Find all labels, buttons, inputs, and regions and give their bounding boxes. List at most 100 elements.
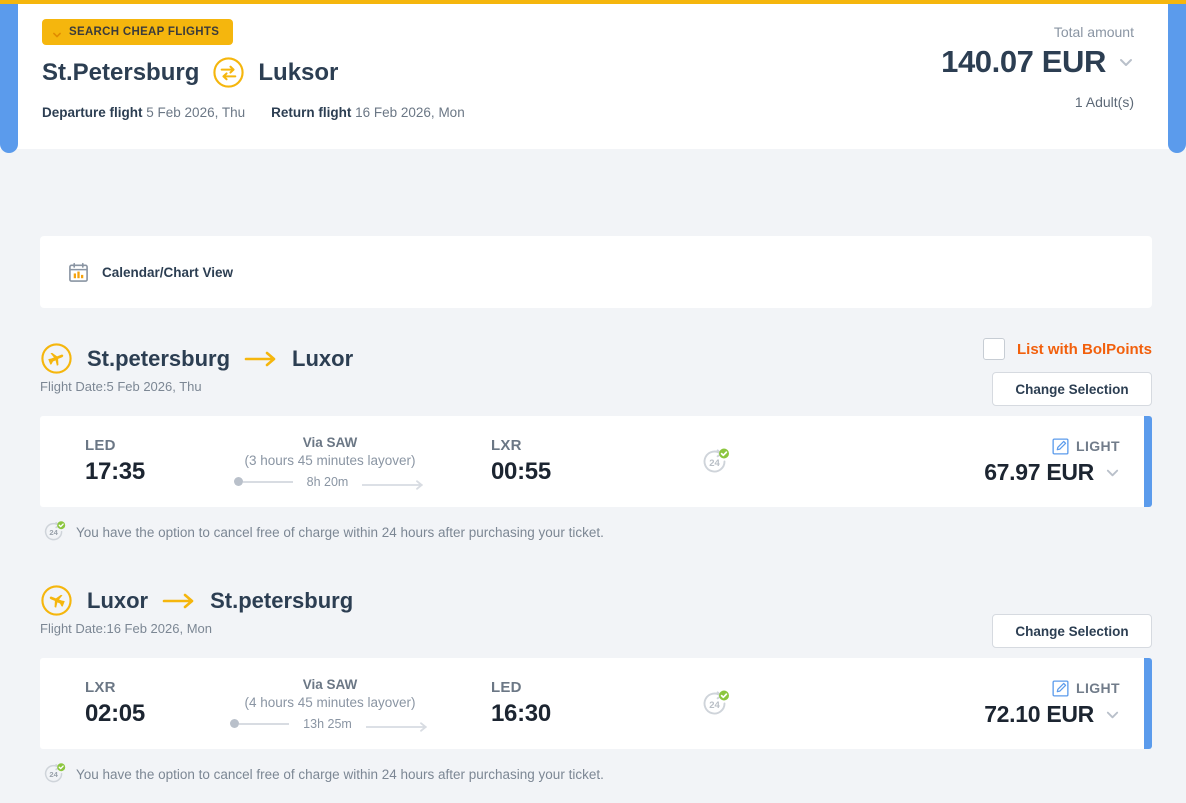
origin-dot-icon: [233, 477, 243, 486]
return-arrival-col: LED 16:30: [485, 679, 620, 728]
right-edge-rail: [1168, 4, 1186, 153]
total-amount-row[interactable]: 140.07 EUR: [941, 44, 1134, 80]
24h-free-cancel-icon: 24: [42, 520, 66, 544]
return-departure-code: LXR: [85, 679, 116, 696]
search-cheap-flights-button[interactable]: SEARCH CHEAP FLIGHTS: [42, 19, 234, 45]
arrow-right-icon: [244, 351, 278, 367]
return-flight-card[interactable]: LXR 02:05 Via SAW (4 hours 45 minutes la…: [40, 658, 1152, 749]
outbound-departure-code: LED: [85, 437, 116, 454]
chevron-down-icon: [52, 27, 62, 38]
return-price-col: LIGHT 72.10 EUR: [810, 679, 1144, 728]
return-price: 72.10 EUR: [984, 700, 1094, 727]
origin-dot-icon: [230, 719, 240, 728]
swap-horizontal-icon[interactable]: [212, 56, 245, 89]
chevron-down-icon[interactable]: [1105, 707, 1120, 722]
bolpoints-row: List with BolPoints: [983, 338, 1152, 360]
trip-dates: Departure flight 5 Feb 2026, Thu Return …: [42, 105, 465, 120]
outbound-layover: (3 hours 45 minutes layover): [244, 452, 416, 468]
total-amount-label: Total amount: [1053, 24, 1134, 40]
departure-flight-label: Departure flight: [42, 105, 143, 120]
24h-free-cancel-icon: 24: [700, 689, 730, 719]
left-edge-rail: [0, 4, 18, 153]
departure-date-group: Departure flight 5 Feb 2026, Thu: [42, 105, 245, 120]
outbound-arrival-col: LXR 00:55: [485, 437, 620, 486]
return-date-group: Return flight 16 Feb 2026, Mon: [271, 105, 465, 120]
return-leg-header: Luxor St.petersburg Flight Date:16 Feb 2…: [0, 576, 1186, 658]
outbound-cancel-note: 24 You have the option to cancel free of…: [40, 520, 1186, 544]
outbound-via: Via SAW: [302, 434, 358, 450]
pencil-edit-icon: [1052, 679, 1069, 697]
return-arrival-code: LED: [491, 679, 522, 696]
route-title: St.Petersburg Luksor: [42, 56, 338, 89]
outbound-departure-time: 17:35: [85, 458, 145, 485]
svg-text:24: 24: [49, 770, 58, 779]
return-arrival-time: 16:30: [491, 700, 551, 727]
return-layover: (4 hours 45 minutes layover): [244, 694, 416, 710]
return-destination: St.petersburg: [210, 587, 354, 613]
return-via: Via SAW: [302, 676, 358, 692]
return-duration: 13h 25m: [303, 716, 352, 731]
return-price-row[interactable]: 72.10 EUR: [810, 701, 1120, 728]
duration-line-left: [239, 722, 290, 725]
outbound-flight-card[interactable]: LED 17:35 Via SAW (3 hours 45 minutes la…: [40, 416, 1152, 507]
outbound-fare-row[interactable]: LIGHT: [810, 437, 1120, 455]
return-flight-date: Flight Date:16 Feb 2026, Mon: [40, 621, 212, 636]
outbound-price-row[interactable]: 67.97 EUR: [810, 459, 1120, 486]
pencil-edit-icon: [1052, 437, 1069, 455]
route-destination: Luksor: [258, 58, 339, 86]
chevron-down-icon[interactable]: [1118, 54, 1134, 70]
return-flight-label: Return flight: [271, 105, 352, 120]
outbound-origin: St.petersburg: [87, 345, 231, 371]
change-selection-button-return[interactable]: Change Selection: [992, 614, 1152, 648]
plane-depart-icon: [40, 342, 73, 375]
outbound-price: 67.97 EUR: [984, 458, 1094, 485]
outbound-leg: St.petersburg Luxor Flight Date:5 Feb 20…: [0, 334, 1186, 544]
outbound-arrival-code: LXR: [491, 437, 522, 454]
search-cheap-flights-label: SEARCH CHEAP FLIGHTS: [69, 26, 220, 38]
return-route-detail: Via SAW (4 hours 45 minutes layover) 13h…: [175, 676, 485, 732]
outbound-cancel-text: You have the option to cancel free of ch…: [76, 524, 604, 540]
return-fare-row[interactable]: LIGHT: [810, 679, 1120, 697]
calendar-chart-view-label: Calendar/Chart View: [102, 264, 234, 280]
trip-summary-header: SEARCH CHEAP FLIGHTS St.Petersburg Lukso…: [0, 0, 1186, 153]
outbound-route-detail: Via SAW (3 hours 45 minutes layover) 8h …: [175, 434, 485, 490]
return-departure-col: LXR 02:05: [40, 679, 175, 728]
outbound-departure-col: LED 17:35: [40, 437, 175, 486]
svg-text:24: 24: [49, 528, 58, 537]
24h-free-cancel-icon: 24: [700, 447, 730, 477]
return-origin: Luxor: [87, 587, 149, 613]
outbound-leg-title: St.petersburg Luxor: [40, 342, 353, 375]
outbound-duration-row: 8h 20m: [175, 474, 485, 490]
svg-text:24: 24: [709, 458, 720, 469]
bolpoints-checkbox[interactable]: [983, 338, 1005, 360]
bolpoints-label: List with BolPoints: [1017, 340, 1152, 358]
arrow-right-icon: [361, 477, 426, 490]
return-departure-time: 02:05: [85, 700, 145, 727]
total-amount-value: 140.07 EUR: [941, 44, 1106, 79]
chevron-down-icon[interactable]: [1105, 465, 1120, 480]
total-amount-block: Total amount 140.07 EUR 1 Adult(s): [941, 24, 1134, 110]
outbound-arrival-time: 00:55: [491, 458, 551, 485]
arrow-right-icon: [364, 719, 430, 732]
outbound-flight-date: Flight Date:5 Feb 2026, Thu: [40, 379, 202, 394]
outbound-price-col: LIGHT 67.97 EUR: [810, 437, 1144, 486]
return-duration-row: 13h 25m: [175, 716, 485, 732]
route-origin: St.Petersburg: [42, 58, 200, 86]
outbound-destination: Luxor: [292, 345, 354, 371]
outbound-duration: 8h 20m: [306, 474, 349, 489]
change-selection-button-outbound[interactable]: Change Selection: [992, 372, 1152, 406]
return-refund-col: 24: [620, 689, 810, 719]
return-cancel-note: 24 You have the option to cancel free of…: [40, 762, 1186, 786]
plane-return-icon: [40, 584, 73, 617]
departure-flight-date: 5 Feb 2026, Thu: [146, 105, 246, 120]
calendar-chart-view-card[interactable]: Calendar/Chart View: [40, 236, 1152, 308]
duration-line-left: [242, 480, 293, 483]
passenger-count: 1 Adult(s): [1074, 94, 1134, 110]
calendar-chart-icon: [68, 262, 89, 283]
outbound-fare-name: LIGHT: [1076, 438, 1120, 454]
outbound-leg-header: St.petersburg Luxor Flight Date:5 Feb 20…: [0, 334, 1186, 416]
svg-text:24: 24: [709, 700, 720, 711]
arrow-right-icon: [162, 593, 196, 609]
return-cancel-text: You have the option to cancel free of ch…: [76, 766, 604, 782]
